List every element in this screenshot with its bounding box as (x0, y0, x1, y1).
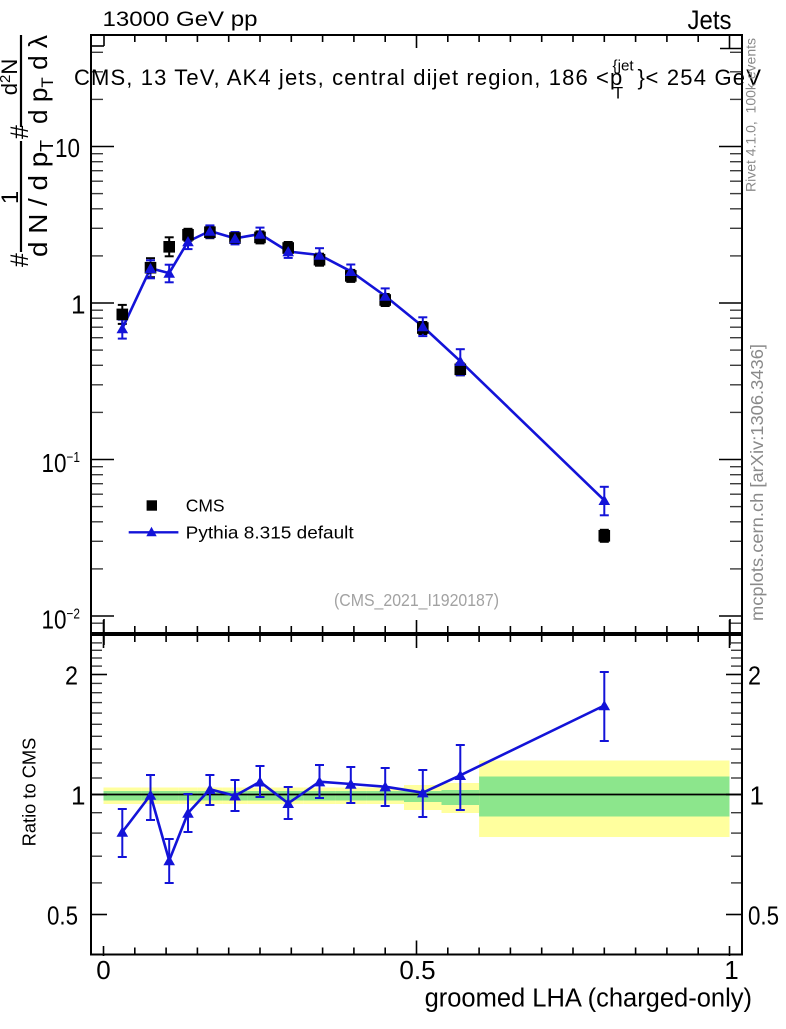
svg-text:}: } (638, 65, 645, 90)
svg-text:< 254 GeV: < 254 GeV (646, 65, 763, 90)
svg-text:1: 1 (0, 191, 24, 204)
svg-text:10: 10 (55, 133, 80, 163)
svg-text:0.5: 0.5 (399, 955, 435, 985)
svg-text:CMS: CMS (186, 496, 225, 516)
svg-text:0: 0 (96, 955, 110, 985)
svg-text:#: # (6, 253, 34, 267)
svg-text:−2: −2 (67, 606, 81, 622)
svg-text:CMS, 13 TeV, AK4 jets, central: CMS, 13 TeV, AK4 jets, central dijet reg… (74, 65, 623, 90)
svg-text:Rivet 4.1.0, 100k events: Rivet 4.1.0, 100k events (744, 38, 759, 192)
svg-text:1: 1 (71, 781, 85, 811)
svg-text:13000 GeV pp: 13000 GeV pp (103, 8, 258, 31)
svg-text:Ratio to CMS: Ratio to CMS (19, 738, 40, 847)
svg-text:Pythia 8.315 default: Pythia 8.315 default (186, 523, 354, 543)
svg-text:1: 1 (750, 781, 764, 811)
svg-text:0.5: 0.5 (47, 901, 78, 931)
svg-text:#: # (6, 125, 34, 139)
svg-text:−1: −1 (67, 450, 81, 466)
svg-text:2: 2 (748, 661, 761, 691)
svg-text:(CMS_2021_I1920187): (CMS_2021_I1920187) (334, 590, 499, 611)
svg-text:10: 10 (42, 604, 67, 634)
svg-text:T: T (613, 84, 623, 102)
svg-text:d2N: d2N (0, 59, 22, 95)
svg-text:Jets: Jets (688, 5, 732, 35)
svg-text:1: 1 (71, 289, 85, 319)
svg-text:10: 10 (42, 448, 67, 478)
svg-text:groomed LHA (charged-only): groomed LHA (charged-only) (425, 985, 752, 1013)
svg-text:mcplots.cern.ch [arXiv:1306.34: mcplots.cern.ch [arXiv:1306.3436] (747, 344, 767, 621)
svg-text:{jet: {jet (613, 58, 635, 75)
svg-text:d N / d pT: d N / d pT (23, 140, 57, 257)
svg-text:0.5: 0.5 (748, 901, 779, 931)
svg-text:1: 1 (724, 955, 738, 985)
svg-text:2: 2 (65, 661, 78, 691)
